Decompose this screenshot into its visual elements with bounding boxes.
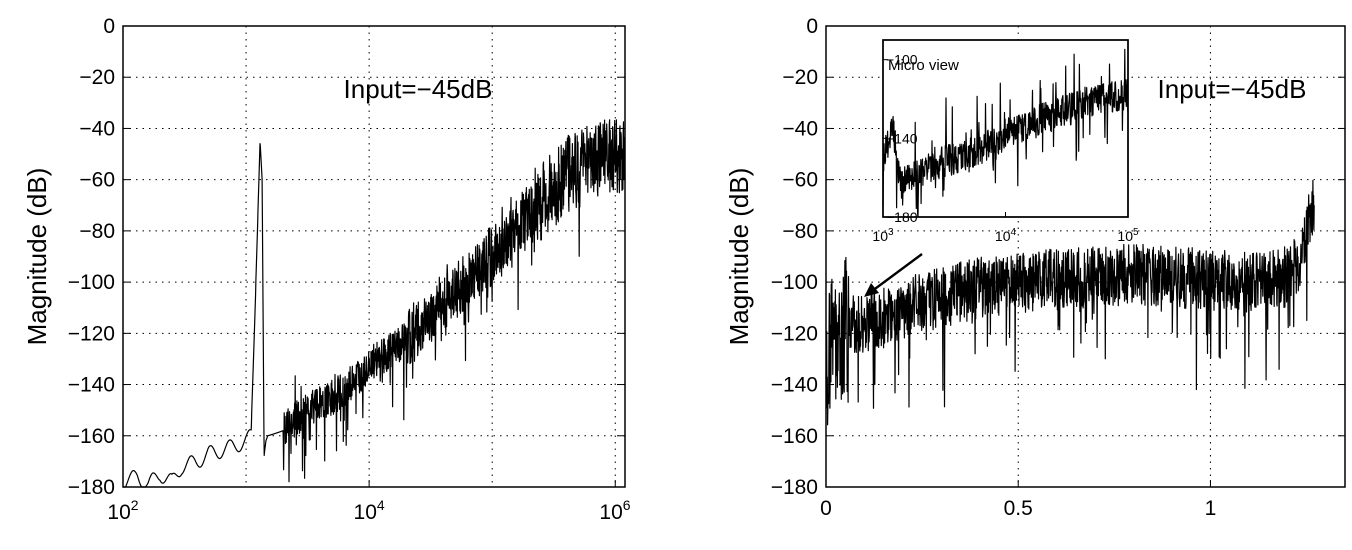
y-tick-label: −180 <box>771 476 818 499</box>
x-tick-label: 1 <box>1205 497 1217 520</box>
y-tick-label: −140 <box>68 374 115 397</box>
plot-frame <box>122 25 626 488</box>
inset-y-tick-label: −100 <box>886 52 918 68</box>
y-tick-label: −20 <box>79 66 115 89</box>
arrow-shaft <box>867 253 923 295</box>
y-tick-label: −80 <box>79 220 115 243</box>
y-tick-label: 0 <box>806 15 818 38</box>
y-tick-label: −40 <box>79 117 115 140</box>
inset-x-tick-label: 105 <box>1117 227 1139 244</box>
y-axis-label: Magnitude (dB) <box>22 168 52 346</box>
y-tick-label: −140 <box>771 374 818 397</box>
signal-line <box>825 179 1315 426</box>
y-axis-label: Magnitude (dB) <box>724 168 754 346</box>
inset-signal-line <box>882 48 1129 218</box>
x-tick-label: 0 <box>820 497 832 520</box>
y-tick-label: −160 <box>68 425 115 448</box>
x-tick-label: 0.5 <box>1004 497 1033 520</box>
y-tick-label: −60 <box>782 169 818 192</box>
inset-x-tick-label: 103 <box>872 227 894 244</box>
y-tick-label: −100 <box>771 271 818 294</box>
y-tick-label: 0 <box>103 15 115 38</box>
x-tick-label: 106 <box>599 497 630 524</box>
y-tick-label: −40 <box>782 117 818 140</box>
x-tick-label: 104 <box>354 497 385 524</box>
input-annotation: Input=−45dB <box>344 74 493 104</box>
y-tick-label: −60 <box>79 169 115 192</box>
arrow-head <box>864 283 879 297</box>
x-tick-label: 102 <box>107 497 138 524</box>
inset-y-tick-label: −180 <box>886 209 918 225</box>
y-tick-label: −20 <box>782 66 818 89</box>
inset-x-tick-label: 104 <box>995 227 1017 244</box>
inset-y-tick-label: −140 <box>886 130 918 146</box>
y-tick-label: −120 <box>771 322 818 345</box>
y-tick-label: −80 <box>782 220 818 243</box>
y-tick-label: −180 <box>68 476 115 499</box>
signal-line <box>122 119 626 488</box>
y-tick-label: −100 <box>68 271 115 294</box>
y-tick-label: −160 <box>771 425 818 448</box>
plot-frame <box>825 25 1346 488</box>
input-annotation: Input=−45dB <box>1158 74 1307 104</box>
y-tick-label: −120 <box>68 322 115 345</box>
inset-label: Micro view <box>888 57 959 74</box>
